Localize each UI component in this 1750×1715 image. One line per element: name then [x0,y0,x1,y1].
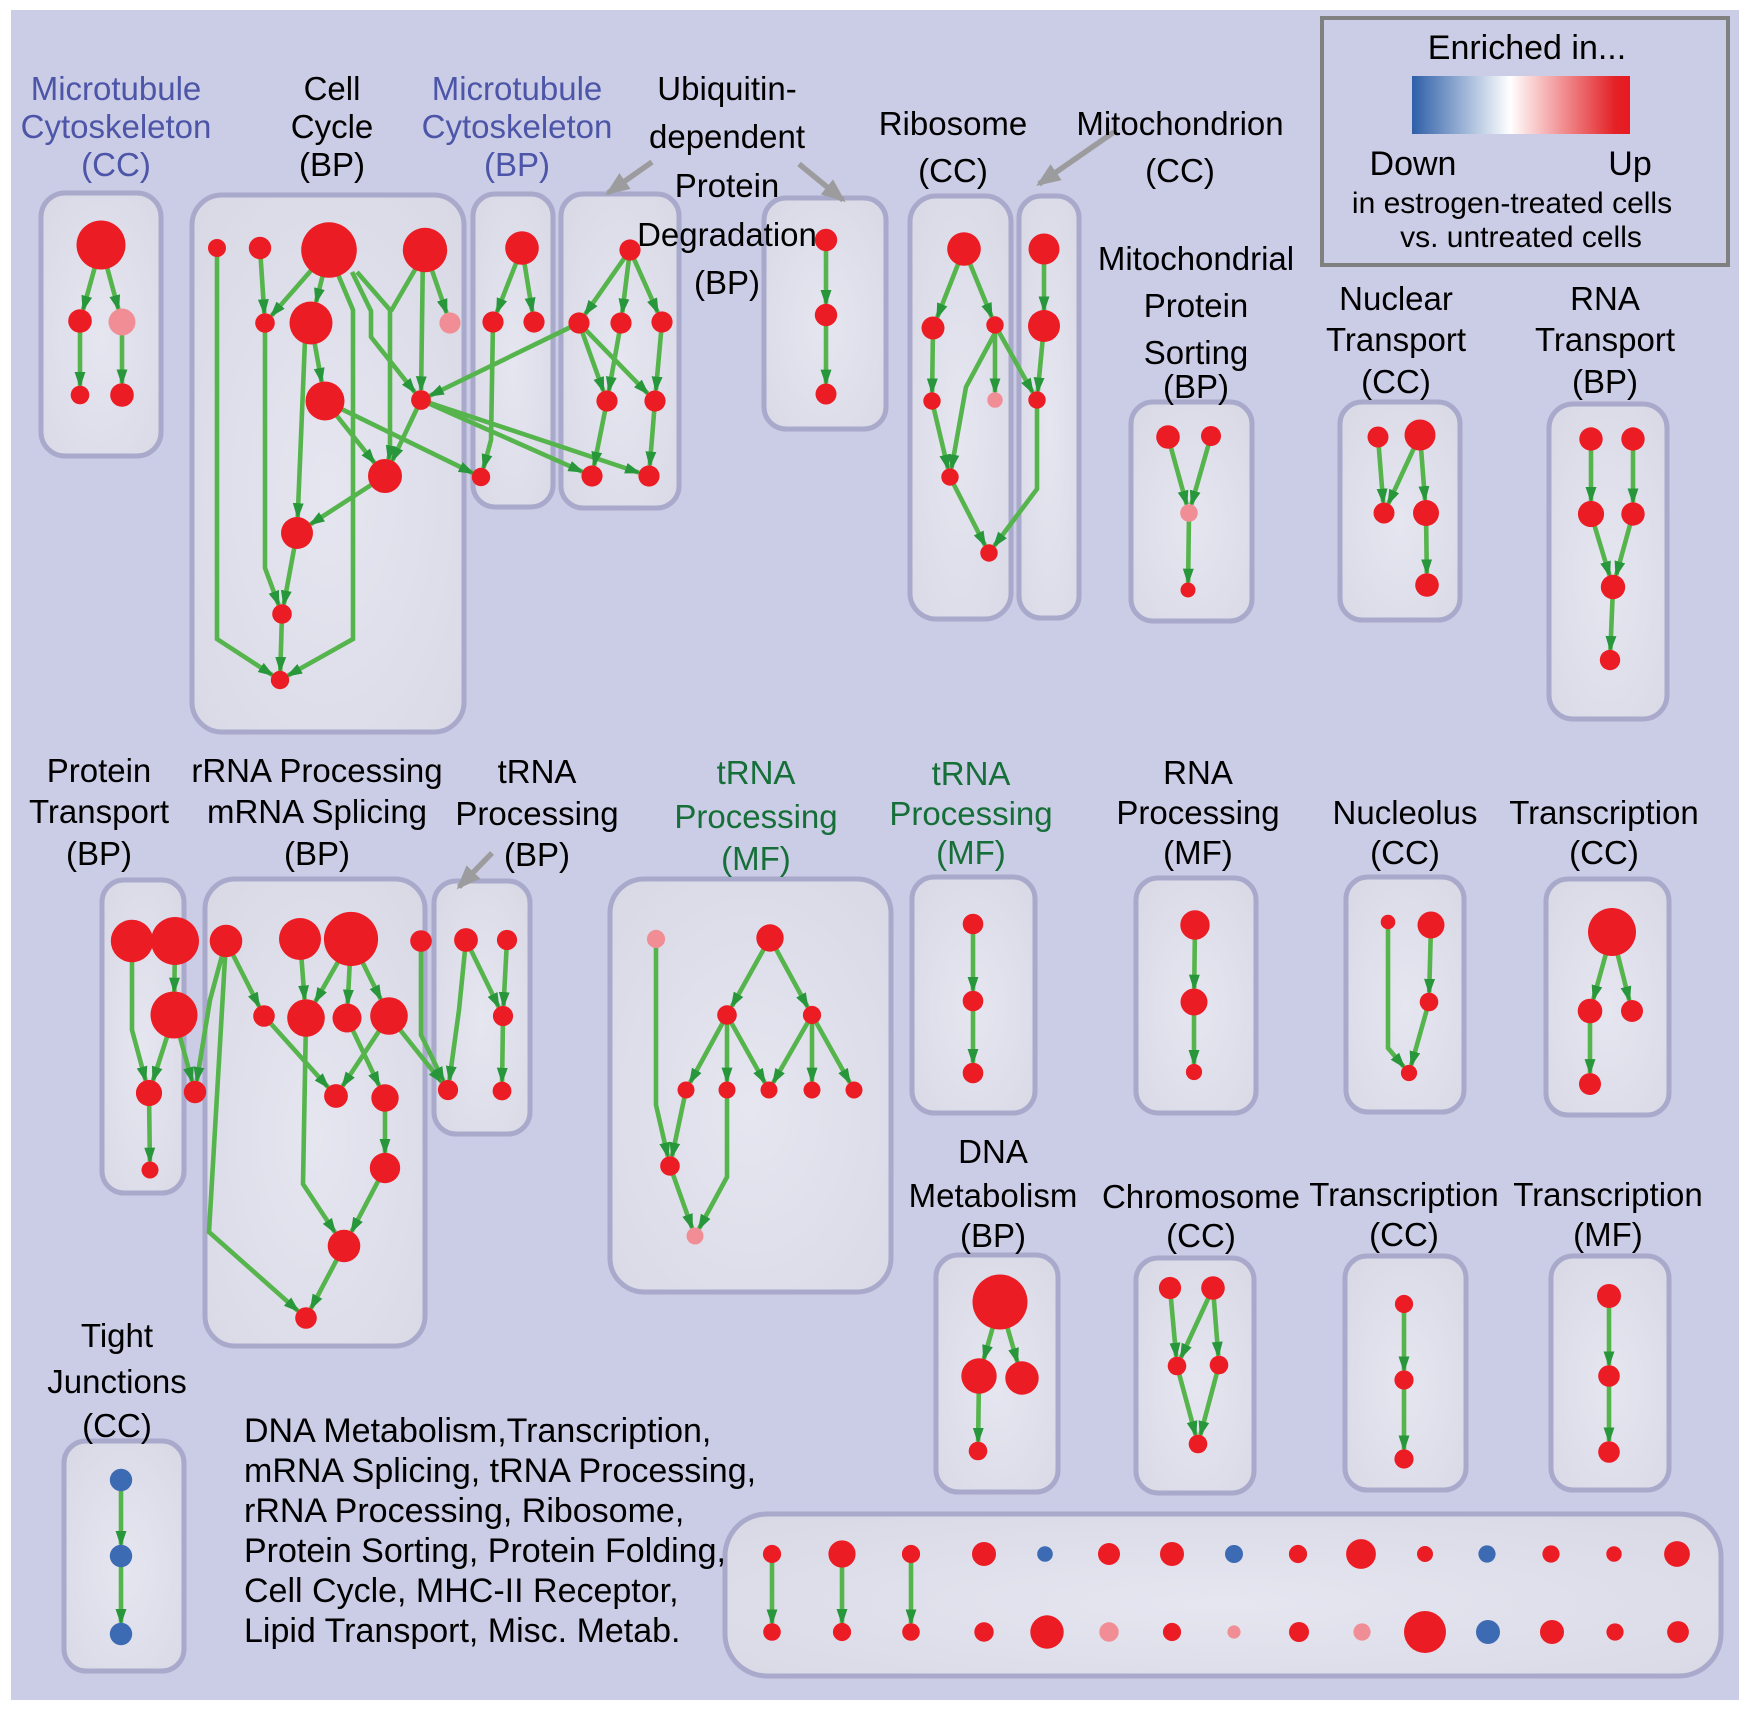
svg-text:(BP): (BP) [284,835,350,872]
svg-text:dependent: dependent [649,118,805,155]
svg-text:Processing: Processing [1116,794,1279,831]
svg-text:(BP): (BP) [299,146,365,183]
svg-text:(CC): (CC) [1569,834,1639,871]
svg-text:tRNA: tRNA [932,755,1011,792]
svg-text:Processing: Processing [674,798,837,835]
svg-text:Mitochondrial: Mitochondrial [1098,240,1294,277]
svg-text:Chromosome: Chromosome [1102,1178,1300,1215]
svg-text:Nucleolus: Nucleolus [1333,794,1478,831]
svg-text:Cytoskeleton: Cytoskeleton [21,108,212,145]
svg-text:Lipid Transport, Misc. Metab.: Lipid Transport, Misc. Metab. [244,1612,681,1650]
svg-text:(BP): (BP) [960,1217,1026,1254]
svg-text:Ubiquitin-: Ubiquitin- [657,70,796,107]
svg-text:Microtubule: Microtubule [432,70,603,107]
svg-text:(CC): (CC) [1145,152,1215,189]
svg-text:(MF): (MF) [936,834,1006,871]
svg-text:(CC): (CC) [1369,1216,1439,1253]
svg-text:Transcription: Transcription [1509,794,1699,831]
svg-text:(CC): (CC) [81,146,151,183]
svg-text:Transcription: Transcription [1309,1176,1499,1213]
svg-text:mRNA Splicing: mRNA Splicing [207,793,427,830]
svg-text:(BP): (BP) [66,835,132,872]
svg-text:in estrogen-treated cells: in estrogen-treated cells [1352,187,1672,220]
svg-text:RNA: RNA [1570,280,1640,317]
svg-text:(BP): (BP) [504,836,570,873]
svg-text:(MF): (MF) [1573,1216,1643,1253]
svg-text:Tight: Tight [81,1317,153,1354]
svg-text:mRNA Splicing, tRNA Processing: mRNA Splicing, tRNA Processing, [244,1452,756,1490]
svg-text:RNA: RNA [1163,754,1233,791]
svg-text:Microtubule: Microtubule [31,70,202,107]
svg-text:Down: Down [1370,145,1457,183]
svg-text:tRNA: tRNA [717,754,796,791]
svg-text:Transport: Transport [1535,321,1675,358]
svg-text:Transport: Transport [1326,321,1466,358]
svg-text:tRNA: tRNA [498,753,577,790]
svg-text:Enriched in...: Enriched in... [1428,29,1626,67]
svg-text:(BP): (BP) [484,146,550,183]
svg-text:Metabolism: Metabolism [909,1177,1078,1214]
svg-text:Ribosome: Ribosome [879,105,1028,142]
svg-text:(CC): (CC) [1361,363,1431,400]
svg-text:Protein: Protein [47,752,152,789]
svg-text:Nuclear: Nuclear [1339,280,1453,317]
svg-text:Protein: Protein [1144,287,1249,324]
svg-text:(CC): (CC) [1370,834,1440,871]
svg-text:Sorting: Sorting [1144,334,1249,371]
svg-text:Cycle: Cycle [291,108,374,145]
svg-text:(CC): (CC) [82,1407,152,1444]
svg-text:Processing: Processing [889,795,1052,832]
svg-text:(BP): (BP) [694,264,760,301]
svg-text:(BP): (BP) [1163,368,1229,405]
svg-text:Processing: Processing [455,795,618,832]
svg-text:rRNA Processing, Ribosome,: rRNA Processing, Ribosome, [244,1492,684,1530]
svg-text:rRNA Processing: rRNA Processing [191,752,442,789]
svg-text:Transport: Transport [29,793,169,830]
svg-text:vs. untreated cells: vs. untreated cells [1400,221,1642,254]
svg-text:Cell Cycle, MHC-II Receptor,: Cell Cycle, MHC-II Receptor, [244,1572,679,1610]
svg-text:(MF): (MF) [1163,834,1233,871]
svg-text:Degradation: Degradation [637,216,817,253]
svg-text:DNA Metabolism,Transcription,: DNA Metabolism,Transcription, [244,1412,711,1450]
svg-text:(CC): (CC) [918,152,988,189]
svg-text:Protein: Protein [675,167,780,204]
svg-text:DNA: DNA [958,1133,1028,1170]
svg-text:Transcription: Transcription [1513,1176,1703,1213]
svg-text:(CC): (CC) [1166,1217,1236,1254]
svg-text:(MF): (MF) [721,840,791,877]
svg-text:Mitochondrion: Mitochondrion [1076,105,1283,142]
svg-text:Up: Up [1608,145,1651,183]
svg-text:Junctions: Junctions [47,1363,186,1400]
svg-text:Cytoskeleton: Cytoskeleton [422,108,613,145]
svg-text:(BP): (BP) [1572,363,1638,400]
svg-text:Protein Sorting, Protein Foldi: Protein Sorting, Protein Folding, [244,1532,726,1570]
svg-text:Cell: Cell [304,70,361,107]
